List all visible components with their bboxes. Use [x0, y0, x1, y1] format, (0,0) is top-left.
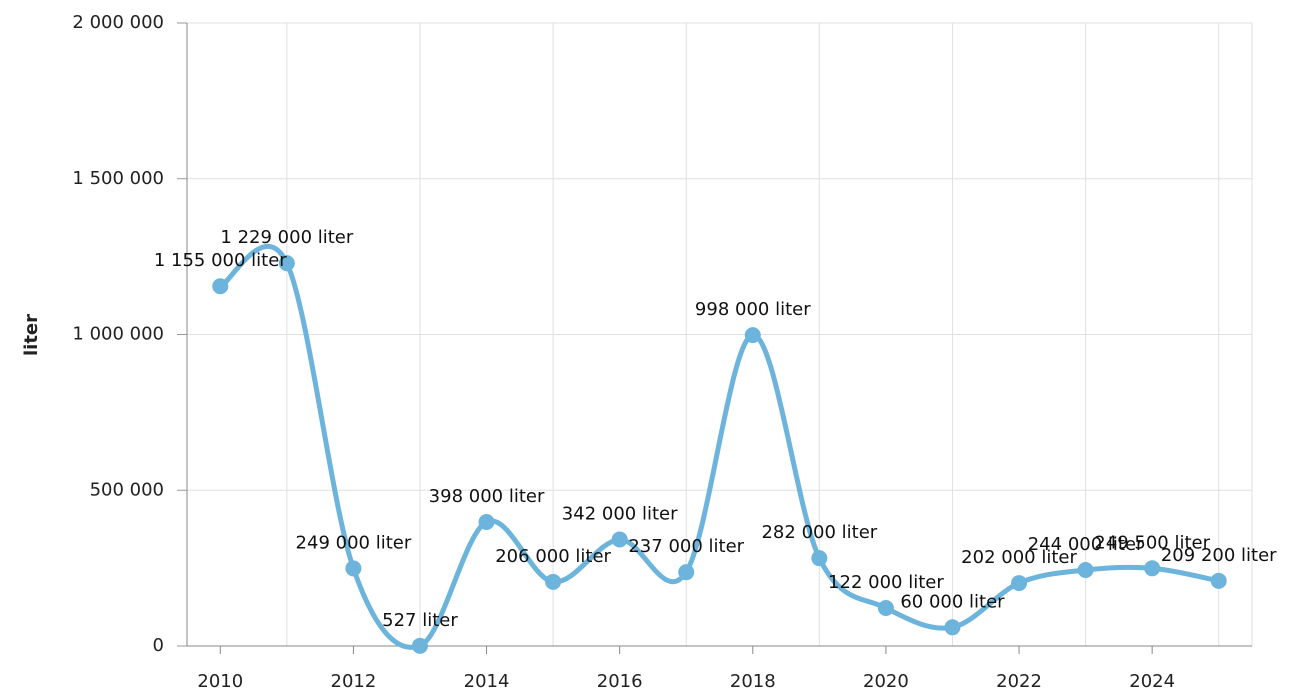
point	[411, 637, 428, 654]
x-tick-label: 2012	[331, 671, 377, 692]
x-tick-label: 2018	[730, 671, 776, 692]
x-tick-label: 2020	[863, 671, 909, 692]
data-label: 122 000 liter	[828, 572, 944, 593]
data-label: 202 000 liter	[961, 547, 1077, 568]
point	[278, 255, 295, 272]
data-label: 209 200 liter	[1161, 545, 1277, 566]
x-tick-label: 2022	[996, 671, 1042, 692]
point	[611, 531, 628, 548]
x-tick-label: 2014	[464, 671, 510, 692]
point	[1144, 560, 1161, 577]
y-tick-label: 1 500 000	[72, 168, 164, 189]
data-label: 249 500 liter	[1094, 532, 1210, 553]
data-label: 398 000 liter	[429, 486, 545, 507]
data-label: 60 000 liter	[900, 591, 1005, 612]
point	[744, 327, 761, 344]
data-label: 342 000 liter	[562, 503, 678, 524]
data-label: 527 liter	[382, 610, 458, 631]
point	[877, 599, 894, 616]
point	[811, 550, 828, 567]
y-tick-label: 1 000 000	[72, 324, 164, 345]
data-label: 249 000 liter	[296, 532, 412, 553]
point	[212, 278, 229, 295]
y-tick-label: 500 000	[90, 479, 164, 500]
point	[1210, 572, 1227, 589]
point	[545, 573, 562, 590]
point	[478, 514, 495, 531]
data-label: 237 000 liter	[628, 536, 744, 557]
y-tick-label: 0	[153, 635, 164, 656]
data-label: 1 155 000 liter	[154, 250, 287, 271]
y-tick-label: 2 000 000	[72, 12, 164, 33]
x-tick-label: 2024	[1129, 671, 1175, 692]
data-label: 206 000 liter	[495, 546, 611, 567]
data-label: 244 000 liter	[1028, 534, 1144, 555]
x-tick-label: 2016	[597, 671, 643, 692]
data-label: 998 000 liter	[695, 299, 811, 320]
x-tick-label: 2010	[197, 671, 243, 692]
point	[944, 619, 961, 636]
point	[1011, 575, 1028, 592]
point	[1077, 561, 1094, 578]
data-label: 282 000 liter	[761, 522, 877, 543]
y-axis-label: liter	[21, 314, 42, 356]
point	[678, 564, 695, 581]
point	[345, 560, 362, 577]
data-label: 1 229 000 liter	[220, 227, 353, 248]
